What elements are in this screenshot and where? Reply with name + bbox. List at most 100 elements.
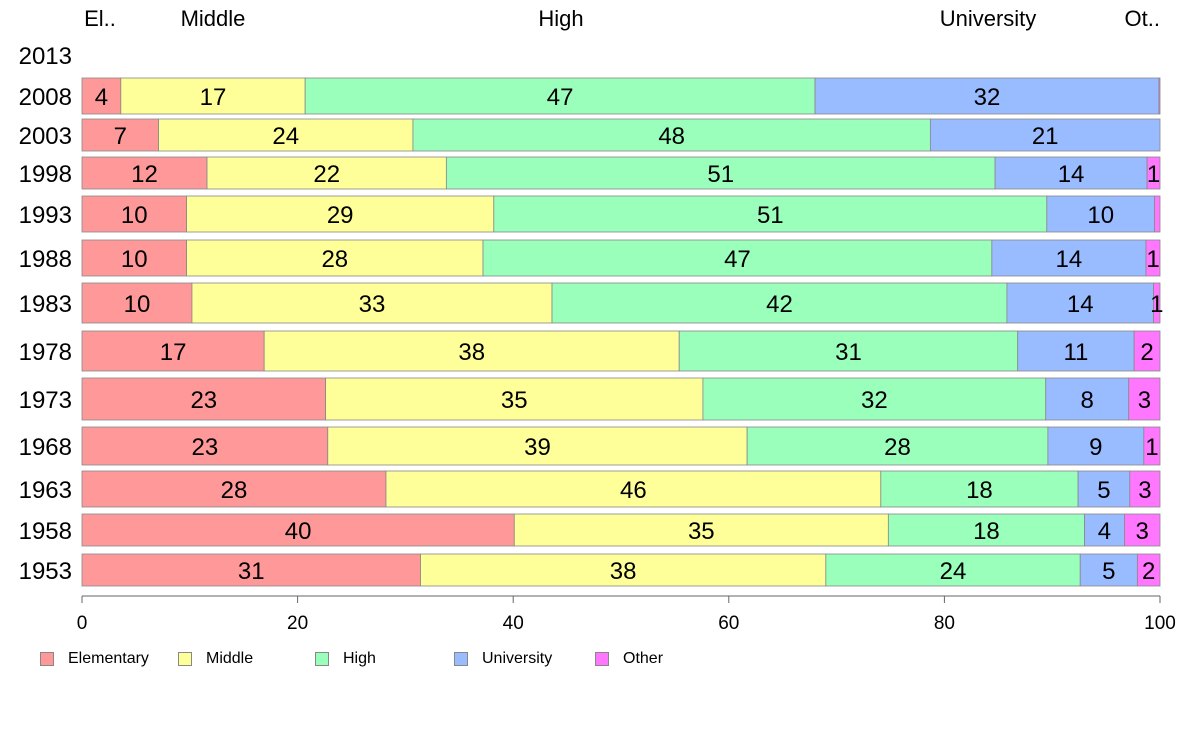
x-tick-label: 60 xyxy=(718,613,739,634)
legend-swatch xyxy=(178,652,192,666)
bar-value-label: 2 xyxy=(1142,558,1155,585)
bar-segment xyxy=(991,239,1147,277)
bar-segment xyxy=(325,377,704,421)
bar-value-label: 8 xyxy=(1081,387,1094,414)
bar-segment xyxy=(81,377,327,421)
bar-value-label: 31 xyxy=(835,339,862,366)
year-label: 2013 xyxy=(19,43,72,70)
bar-segment xyxy=(186,239,484,277)
bar-segment xyxy=(1143,426,1161,466)
bar-segment xyxy=(1128,377,1161,421)
bar-value-label: 14 xyxy=(1058,161,1085,188)
bar-value-label: 40 xyxy=(285,518,312,545)
bar-value-label: 10 xyxy=(121,202,148,229)
bar-segment xyxy=(1124,513,1161,547)
bar-value-label: 7 xyxy=(114,123,127,150)
legend-label: University xyxy=(482,650,553,667)
x-tick-label: 40 xyxy=(503,613,524,634)
year-label: 1978 xyxy=(19,339,72,366)
bar-segment xyxy=(81,239,187,277)
bar-value-label: 1 xyxy=(1150,291,1163,318)
bar-value-label: 46 xyxy=(620,477,647,504)
bar-value-label: 47 xyxy=(547,84,574,111)
legend-swatch xyxy=(40,652,54,666)
bar-segment xyxy=(81,330,265,372)
bar-segment xyxy=(81,156,208,190)
top-category-label: Middle xyxy=(181,6,246,31)
bar-segment xyxy=(81,118,159,152)
bar-value-label: 3 xyxy=(1138,477,1151,504)
bar-segment xyxy=(551,282,1008,324)
bar-value-label: 48 xyxy=(658,123,685,150)
bar-segment xyxy=(929,118,1161,152)
bar-segment xyxy=(1079,553,1138,587)
bar-value-label: 35 xyxy=(501,387,528,414)
bar-value-label: 4 xyxy=(95,84,108,111)
bar-value-label: 4 xyxy=(1098,518,1111,545)
bar-segment xyxy=(1158,77,1161,115)
bar-segment xyxy=(887,513,1085,547)
bar-value-label: 1 xyxy=(1147,161,1160,188)
bar-segment xyxy=(1153,282,1161,324)
bar-value-label: 28 xyxy=(321,246,348,273)
legend-item: Middle xyxy=(178,650,253,668)
bar-segment xyxy=(420,553,827,587)
bar-segment xyxy=(81,553,421,587)
year-label: 2003 xyxy=(19,123,72,150)
bar-segment xyxy=(385,470,882,508)
legend-label: Elementary xyxy=(68,650,149,667)
bar-value-label: 18 xyxy=(973,518,1000,545)
top-category-labels: El.. Middle High University Ot.. xyxy=(84,6,1160,31)
bar-value-label: 24 xyxy=(272,123,299,150)
top-category-label: High xyxy=(538,6,583,31)
bar-value-label: 12 xyxy=(131,161,158,188)
bar-value-label: 3 xyxy=(1138,387,1151,414)
bar-value-label: 21 xyxy=(1032,123,1059,150)
year-label: 1988 xyxy=(19,246,72,273)
bar-segment xyxy=(1145,239,1161,277)
bar-segment xyxy=(746,426,1049,466)
bar-value-label: 42 xyxy=(766,291,793,318)
bar-value-label: 1 xyxy=(1146,246,1159,273)
stacked-bar-chart: El.. Middle High University Ot.. 20132008200… xyxy=(19,6,1176,634)
bar-value-label: 9 xyxy=(1089,434,1102,461)
bar-segment xyxy=(1047,426,1145,466)
bar-value-label: 10 xyxy=(1087,202,1114,229)
bar-value-label: 14 xyxy=(1067,291,1094,318)
x-axis: 0 20 40 60 80 100 xyxy=(77,595,1176,634)
bar-segment xyxy=(206,156,447,190)
bar-segment xyxy=(702,377,1047,421)
legend-item: High xyxy=(315,650,376,668)
legend-swatch xyxy=(454,652,468,666)
x-tick-label: 20 xyxy=(287,613,308,634)
year-label: 1953 xyxy=(19,558,72,585)
bar-segment xyxy=(1006,282,1154,324)
bar-segment xyxy=(1129,470,1161,508)
bar-segment xyxy=(81,77,122,115)
bar-segment xyxy=(493,195,1048,233)
x-tick-label: 100 xyxy=(1144,613,1176,634)
bar-segment xyxy=(1017,330,1135,372)
bar-value-label: 14 xyxy=(1056,246,1083,273)
bar-value-label: 23 xyxy=(192,434,219,461)
top-category-label: El.. xyxy=(84,6,116,31)
bar-segment xyxy=(120,77,306,115)
top-category-label: University xyxy=(940,6,1037,31)
year-label: 1968 xyxy=(19,434,72,461)
bar-value-label: 51 xyxy=(757,202,784,229)
bar-segment xyxy=(1077,470,1131,508)
year-label: 1998 xyxy=(19,161,72,188)
bar-value-label: 17 xyxy=(200,84,227,111)
year-label: 1958 xyxy=(19,518,72,545)
legend: Elementary Middle High University Other xyxy=(40,650,1140,672)
bar-value-label: 35 xyxy=(688,518,715,545)
year-label: 1963 xyxy=(19,477,72,504)
bar-segment xyxy=(482,239,993,277)
year-label: 1973 xyxy=(19,387,72,414)
legend-item: Elementary xyxy=(40,650,149,668)
bar-value-label: 38 xyxy=(458,339,485,366)
legend-item: Other xyxy=(595,650,663,668)
bar-segment xyxy=(1136,553,1161,587)
bar-value-label: 29 xyxy=(327,202,354,229)
bar-segment xyxy=(814,77,1160,115)
